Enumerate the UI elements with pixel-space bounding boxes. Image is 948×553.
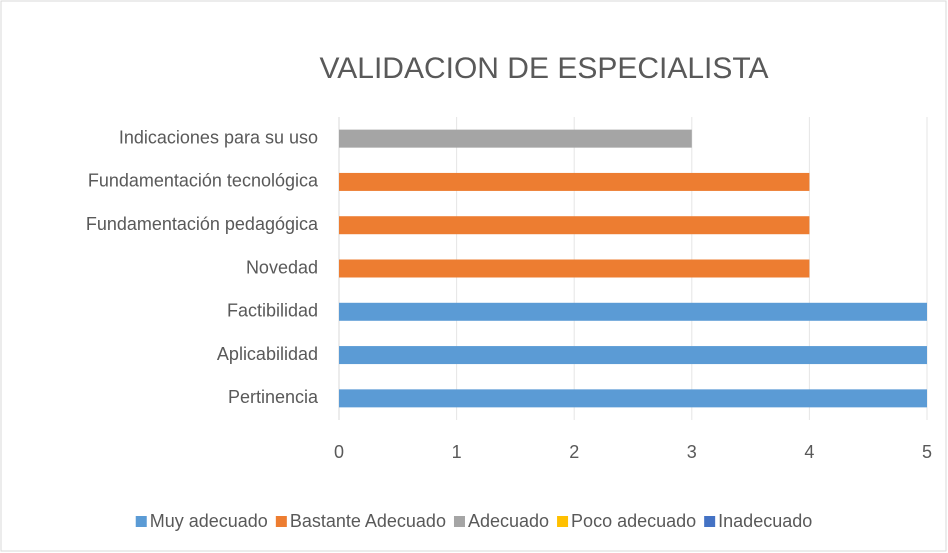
bar <box>339 389 927 408</box>
y-tick-label: Indicaciones para su uso <box>119 127 318 147</box>
x-tick-label: 4 <box>804 442 814 462</box>
legend-swatch <box>275 516 287 527</box>
x-tick-label: 3 <box>687 442 697 462</box>
legend-swatch <box>704 516 716 527</box>
x-tick-label: 2 <box>569 442 579 462</box>
legend-label: Inadecuado <box>718 511 812 531</box>
y-tick-label: Factibilidad <box>227 301 318 321</box>
y-tick-label: Novedad <box>246 257 318 277</box>
chart-title: VALIDACION DE ESPECIALISTA <box>319 52 768 85</box>
legend-swatch <box>135 516 147 527</box>
bar <box>339 346 927 365</box>
legend-swatch <box>453 516 465 527</box>
bar <box>339 216 810 235</box>
x-tick-label: 0 <box>334 442 344 462</box>
bar <box>339 259 810 278</box>
legend-label: Poco adecuado <box>571 511 696 531</box>
legend-swatch <box>557 516 569 527</box>
x-tick-label: 1 <box>452 442 462 462</box>
bar <box>339 172 810 191</box>
legend-label: Bastante Adecuado <box>290 511 446 531</box>
y-tick-label: Fundamentación pedagógica <box>86 214 319 234</box>
legend-label: Muy adecuado <box>150 511 268 531</box>
bar <box>339 129 692 148</box>
y-tick-label: Aplicabilidad <box>217 344 318 364</box>
y-tick-label: Pertinencia <box>228 387 319 407</box>
x-tick-label: 5 <box>922 442 932 462</box>
legend-label: Adecuado <box>468 511 549 531</box>
bar <box>339 302 927 321</box>
y-tick-label: Fundamentación tecnológica <box>88 171 319 191</box>
